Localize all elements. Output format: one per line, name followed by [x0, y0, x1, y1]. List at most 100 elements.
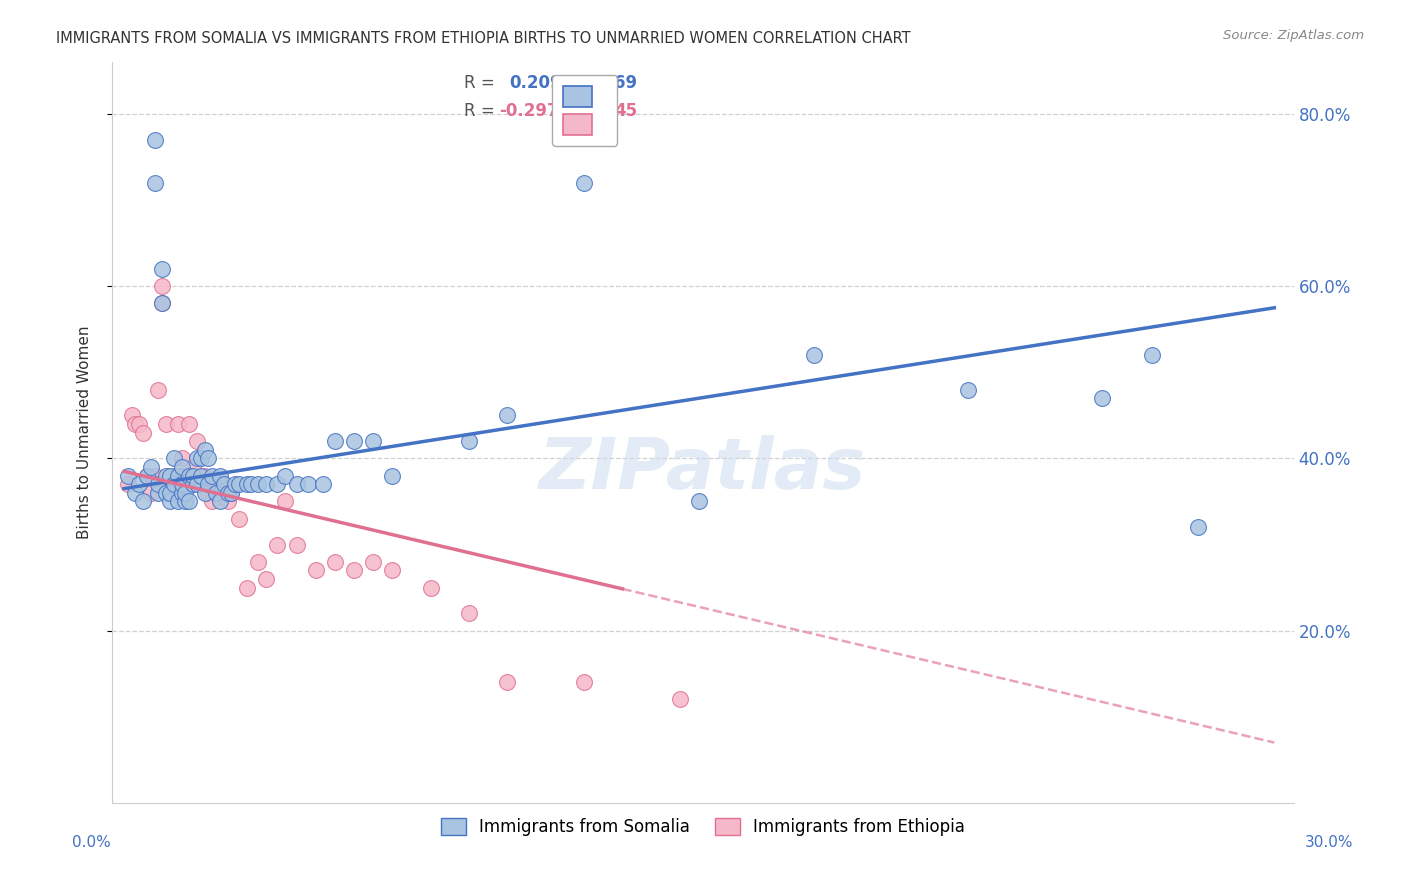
Point	[247, 555, 270, 569]
Point	[170, 486, 193, 500]
Point	[170, 477, 193, 491]
Point	[212, 477, 235, 491]
Point	[496, 675, 519, 690]
Point	[254, 477, 277, 491]
Point	[150, 296, 173, 310]
Point	[155, 486, 177, 500]
Point	[496, 409, 519, 423]
Point	[128, 417, 150, 431]
Point	[166, 417, 188, 431]
Point	[381, 468, 404, 483]
Text: 45: 45	[614, 102, 637, 120]
Point	[179, 468, 201, 483]
Point	[669, 692, 692, 706]
Point	[179, 494, 201, 508]
Point	[224, 477, 246, 491]
Text: 69: 69	[614, 74, 637, 93]
Point	[143, 468, 166, 483]
Point	[163, 451, 186, 466]
Point	[166, 468, 188, 483]
Point	[150, 262, 173, 277]
Point	[274, 468, 297, 483]
Point	[361, 555, 384, 569]
Point	[170, 468, 193, 483]
Point	[228, 477, 250, 491]
Point	[124, 417, 146, 431]
Point	[458, 607, 481, 621]
Point	[343, 563, 366, 577]
Text: N =: N =	[568, 102, 616, 120]
Point	[136, 468, 159, 483]
Point	[193, 468, 215, 483]
Point	[181, 477, 204, 491]
Point	[174, 486, 197, 500]
Point	[197, 477, 219, 491]
Point	[193, 486, 215, 500]
Point	[155, 417, 177, 431]
Y-axis label: Births to Unmarried Women: Births to Unmarried Women	[77, 326, 91, 540]
Point	[186, 477, 208, 491]
Point	[343, 434, 366, 449]
Point	[1140, 348, 1163, 362]
Point	[208, 477, 231, 491]
Point	[150, 296, 173, 310]
Point	[155, 468, 177, 483]
Point	[150, 279, 173, 293]
Text: -0.297: -0.297	[499, 102, 558, 120]
Point	[197, 486, 219, 500]
Point	[228, 512, 250, 526]
Point	[956, 383, 979, 397]
Point	[190, 477, 212, 491]
Point	[217, 486, 239, 500]
Point	[179, 417, 201, 431]
Point	[148, 486, 170, 500]
Point	[163, 477, 186, 491]
Point	[174, 494, 197, 508]
Point	[186, 451, 208, 466]
Legend: Immigrants from Somalia, Immigrants from Ethiopia: Immigrants from Somalia, Immigrants from…	[434, 811, 972, 843]
Text: Source: ZipAtlas.com: Source: ZipAtlas.com	[1223, 29, 1364, 42]
Point	[166, 494, 188, 508]
Point	[208, 494, 231, 508]
Point	[208, 468, 231, 483]
Point	[170, 460, 193, 475]
Point	[361, 434, 384, 449]
Point	[285, 537, 308, 551]
Point	[139, 460, 162, 475]
Point	[190, 468, 212, 483]
Point	[1187, 520, 1209, 534]
Point	[174, 468, 197, 483]
Point	[197, 451, 219, 466]
Point	[1091, 391, 1114, 405]
Point	[132, 494, 155, 508]
Text: N =: N =	[568, 74, 616, 93]
Point	[266, 477, 288, 491]
Point	[381, 563, 404, 577]
Point	[323, 434, 346, 449]
Point	[186, 434, 208, 449]
Text: 0.0%: 0.0%	[72, 836, 111, 850]
Point	[254, 572, 277, 586]
Point	[312, 477, 335, 491]
Point	[247, 477, 270, 491]
Point	[193, 442, 215, 457]
Point	[201, 468, 224, 483]
Point	[217, 494, 239, 508]
Point	[148, 477, 170, 491]
Point	[305, 563, 328, 577]
Point	[159, 477, 181, 491]
Point	[266, 537, 288, 551]
Text: IMMIGRANTS FROM SOMALIA VS IMMIGRANTS FROM ETHIOPIA BIRTHS TO UNMARRIED WOMEN CO: IMMIGRANTS FROM SOMALIA VS IMMIGRANTS FR…	[56, 31, 911, 46]
Point	[221, 486, 243, 500]
Point	[239, 477, 262, 491]
Point	[139, 486, 162, 500]
Text: ZIPatlas: ZIPatlas	[540, 435, 866, 504]
Point	[274, 494, 297, 508]
Point	[572, 675, 595, 690]
Point	[572, 176, 595, 190]
Point	[221, 486, 243, 500]
Point	[285, 477, 308, 491]
Point	[205, 486, 228, 500]
Point	[163, 468, 186, 483]
Point	[181, 468, 204, 483]
